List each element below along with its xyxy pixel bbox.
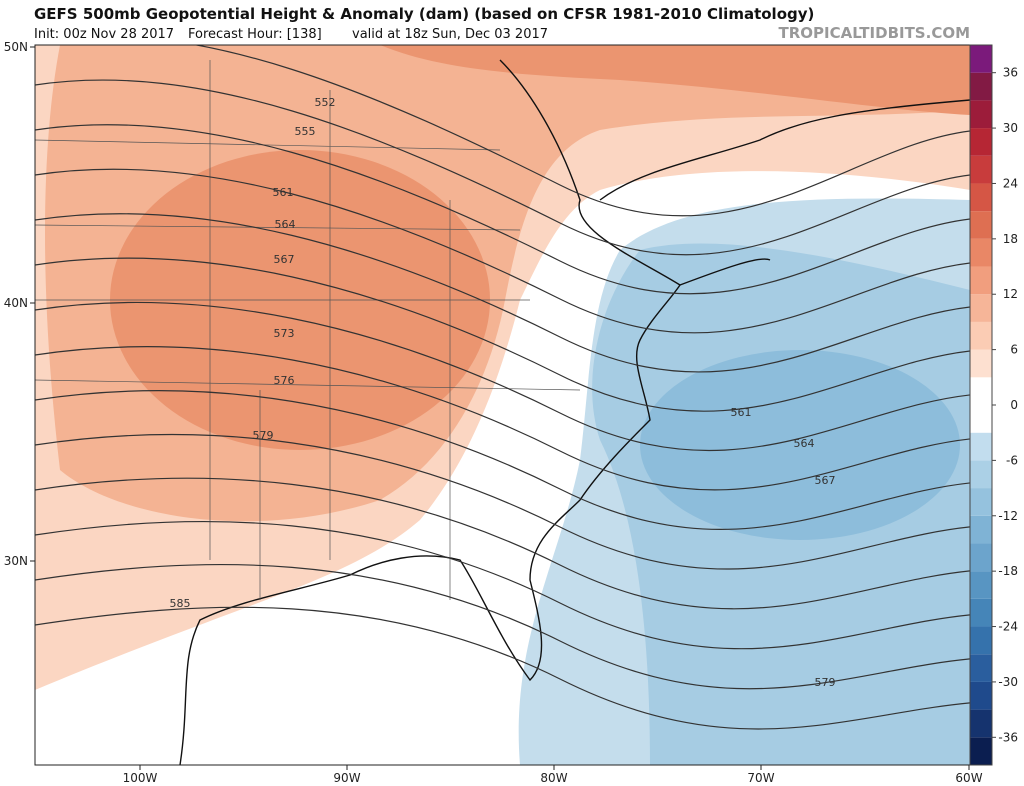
coastline	[179, 59, 681, 765]
forecast-hour: Forecast Hour: [138]	[188, 27, 322, 42]
init-time: Init: 00z Nov 28 2017	[34, 27, 174, 42]
colorbar-segment	[970, 100, 992, 129]
colorbar-tick-label: -24	[998, 620, 1018, 634]
contour-label: 561	[731, 406, 752, 419]
lat-label: 30N	[4, 554, 28, 568]
contour-line	[35, 79, 970, 256]
map-axes: 50N 40N 30N 100W 90W 80W 70W 60W	[4, 40, 983, 785]
contour-label: 585	[170, 597, 191, 610]
colorbar-tick-label: 18	[1003, 232, 1018, 246]
colorbar-segment	[970, 709, 992, 738]
contour-label: 561	[273, 186, 294, 199]
valid-time: valid at 18z Sun, Dec 03 2017	[352, 27, 548, 42]
lon-label: 90W	[333, 771, 360, 785]
contour-label: 567	[274, 253, 295, 266]
colorbar-segment	[970, 45, 992, 73]
colorbar-segment	[970, 515, 992, 544]
contour-line	[35, 434, 970, 570]
contour-label: 564	[275, 218, 296, 231]
contour-line	[192, 45, 970, 217]
height-contours	[35, 45, 970, 730]
colorbar-tick-label: -36	[998, 730, 1018, 744]
contour-line	[35, 213, 970, 373]
colorbar-segment	[970, 571, 992, 599]
colorbar-tick-label: 0	[1010, 398, 1018, 412]
colorbar-segment	[970, 72, 992, 101]
contour-line	[35, 257, 970, 412]
contour-line	[35, 477, 970, 610]
colorbar-segment	[970, 321, 992, 350]
colorbar-tick-label: 12	[1003, 287, 1018, 301]
contour-label: 579	[815, 676, 836, 689]
colorbar-segment	[970, 681, 992, 710]
lon-label: 60W	[955, 771, 982, 785]
colorbar-segment	[970, 432, 992, 461]
colorbar-segment	[970, 488, 992, 516]
lat-label: 50N	[4, 40, 28, 54]
contour-label: 552	[315, 96, 336, 109]
colorbar-tick-label: 24	[1003, 176, 1018, 190]
lon-label: 80W	[540, 771, 567, 785]
colorbar-tick-label: 6	[1010, 343, 1018, 357]
colorbar-tick-label: -30	[998, 675, 1018, 689]
watermark: TROPICALTIDBITS.COM	[779, 24, 971, 42]
colorbar-segment	[970, 294, 992, 322]
colorbar-tick-label: 36	[1003, 66, 1018, 80]
contour-line	[35, 124, 970, 295]
map-area: 552 555 561 564 567 573 576 579 585 561 564 567 579	[35, 45, 970, 765]
colorbar-segment	[970, 211, 992, 239]
colorbar-segment	[970, 266, 992, 295]
colorbar-segment	[970, 183, 992, 212]
contour-label: 564	[794, 437, 815, 450]
contour-line	[35, 346, 970, 491]
title: GEFS 500mb Geopotential Height & Anomaly…	[34, 5, 814, 23]
anomaly-strong-negative	[640, 350, 960, 540]
colorbar-segment	[970, 543, 992, 572]
colorbar-segment	[970, 128, 992, 156]
colorbar-segment	[970, 238, 992, 267]
colorbar-segment	[970, 626, 992, 655]
contour-label: 573	[274, 327, 295, 340]
colorbar-tick-label: -12	[998, 509, 1018, 523]
lat-label: 40N	[4, 296, 28, 310]
colorbar-segment	[970, 598, 992, 627]
colorbar-tick-label: -6	[1006, 453, 1018, 467]
anomaly-strong-positive-north	[380, 45, 970, 115]
contour-line	[35, 563, 970, 690]
contour-line	[35, 606, 970, 730]
colorbar-segment	[970, 155, 992, 184]
contour-label: 576	[274, 374, 295, 387]
colorbar: 36 30 24 18 12 6 0 -6 -12 -18 -24 -30 -36	[969, 44, 1018, 766]
colorbar-segment	[970, 349, 992, 378]
colorbar-segment	[970, 460, 992, 489]
colorbar-segment	[970, 377, 992, 405]
colorbar-tick-label: -18	[998, 564, 1018, 578]
colorbar-segment	[970, 654, 992, 682]
contour-label: 579	[253, 429, 274, 442]
contour-label: 567	[815, 474, 836, 487]
contour-line	[35, 520, 970, 650]
coastline-northeast	[599, 99, 970, 286]
lon-label: 70W	[747, 771, 774, 785]
contour-labels: 552 555 561 564 567 573 576 579 585 561 564 567 579	[170, 96, 836, 689]
colorbar-segment	[970, 737, 992, 765]
contour-line	[35, 301, 970, 452]
contour-label: 555	[295, 125, 316, 138]
contour-line	[35, 390, 970, 530]
state-borders	[35, 60, 581, 600]
colorbar-segment	[970, 405, 992, 433]
lon-label: 100W	[123, 771, 158, 785]
colorbar-tick-label: 30	[1003, 121, 1018, 135]
contour-line	[35, 168, 970, 334]
